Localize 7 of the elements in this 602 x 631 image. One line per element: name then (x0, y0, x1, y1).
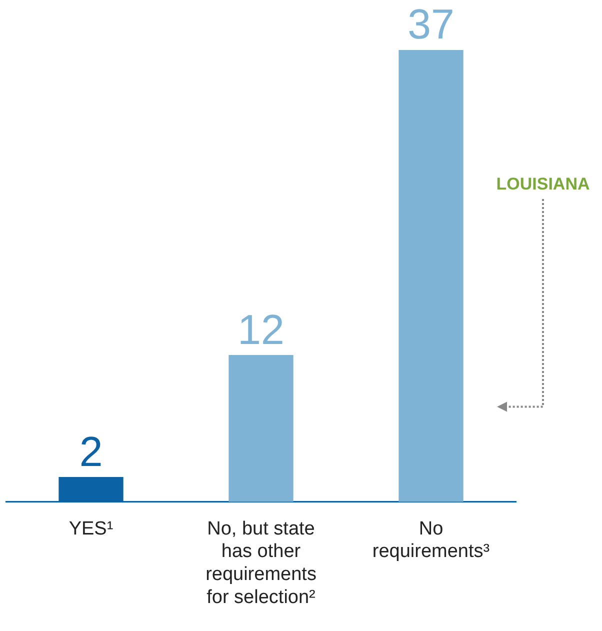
data-label: 37 (408, 0, 454, 48)
x-tick-label: YES¹ (68, 518, 114, 540)
data-label: 12 (238, 306, 284, 353)
data-label: 2 (79, 428, 103, 475)
x-tick-label: No, but state has other requirements for selection² (206, 518, 316, 608)
x-tick-label: No requirements³ (372, 518, 490, 562)
annotation: LOUISIANA (496, 174, 590, 194)
